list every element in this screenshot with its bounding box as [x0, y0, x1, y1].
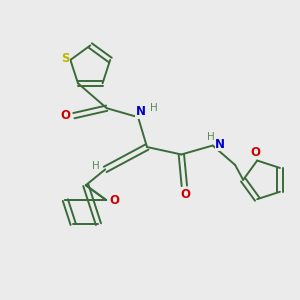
Text: H: H	[150, 103, 158, 113]
Text: H: H	[92, 161, 100, 171]
Text: O: O	[181, 188, 191, 201]
Text: H: H	[207, 132, 215, 142]
Text: O: O	[61, 109, 70, 122]
Text: O: O	[110, 194, 120, 207]
Text: N: N	[215, 137, 225, 151]
Text: S: S	[61, 52, 69, 65]
Text: O: O	[251, 146, 261, 159]
Text: N: N	[135, 105, 146, 118]
